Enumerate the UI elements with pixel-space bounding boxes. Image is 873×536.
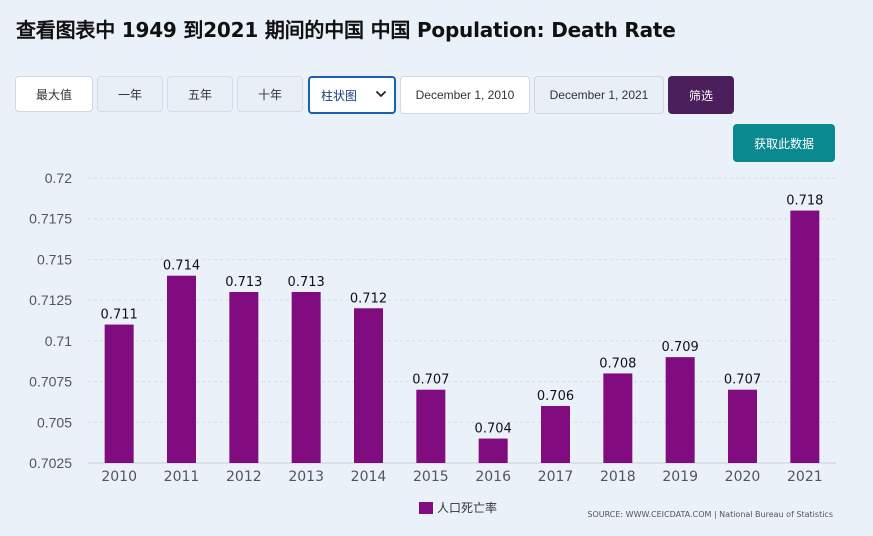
data-label: 0.712 xyxy=(350,291,387,306)
x-tick-label: 2018 xyxy=(600,469,636,485)
x-tick-label: 2019 xyxy=(662,469,698,485)
data-label: 0.706 xyxy=(537,389,574,404)
x-tick-label: 2017 xyxy=(538,469,574,485)
y-tick-label: 0.7125 xyxy=(29,292,72,308)
x-tick-label: 2020 xyxy=(725,469,761,485)
x-tick-label: 2015 xyxy=(413,469,449,485)
legend[interactable]: 人口死亡率 xyxy=(419,499,497,516)
end-date-input[interactable]: December 1, 2021 xyxy=(534,76,664,114)
data-label: 0.704 xyxy=(475,422,512,437)
chevron-down-icon xyxy=(376,91,386,97)
y-tick-label: 0.715 xyxy=(37,251,72,267)
page-title: 查看图表中 1949 到2021 期间的中国 中国 Population: De… xyxy=(16,18,676,42)
y-tick-label: 0.7025 xyxy=(29,455,72,471)
y-tick-label: 0.7175 xyxy=(29,211,72,227)
data-label: 0.708 xyxy=(599,356,636,371)
get-data-button[interactable]: 获取此数据 xyxy=(733,124,835,162)
x-tick-label: 2014 xyxy=(351,469,387,485)
x-tick-label: 2012 xyxy=(226,469,262,485)
x-tick-label: 2016 xyxy=(475,469,511,485)
bar[interactable] xyxy=(291,292,321,463)
x-tick-label: 2013 xyxy=(288,469,324,485)
y-tick-label: 0.705 xyxy=(37,414,72,430)
bar[interactable] xyxy=(541,406,570,463)
data-label: 0.714 xyxy=(163,259,200,274)
bar[interactable] xyxy=(229,292,259,463)
x-tick-label: 2021 xyxy=(787,469,823,485)
range-10y-button[interactable]: 十年 xyxy=(237,76,303,112)
data-label: 0.713 xyxy=(225,275,262,290)
bar[interactable] xyxy=(790,210,820,463)
range-max-button[interactable]: 最大值 xyxy=(15,76,93,112)
y-tick-label: 0.72 xyxy=(45,170,72,186)
chart-type-select[interactable]: 柱状图 xyxy=(308,76,396,114)
bar[interactable] xyxy=(416,389,446,463)
legend-swatch xyxy=(419,501,433,514)
data-label: 0.713 xyxy=(288,275,325,290)
filter-button[interactable]: 筛选 xyxy=(668,76,734,114)
x-tick-label: 2011 xyxy=(164,469,200,485)
data-label: 0.718 xyxy=(786,194,823,209)
bar[interactable] xyxy=(603,373,633,463)
y-tick-label: 0.7075 xyxy=(29,374,72,390)
bar[interactable] xyxy=(167,275,196,463)
bar[interactable] xyxy=(354,308,383,463)
bar[interactable] xyxy=(665,357,695,463)
data-label: 0.707 xyxy=(412,373,449,388)
data-label: 0.707 xyxy=(724,373,761,388)
bar[interactable] xyxy=(728,389,757,463)
data-label: 0.709 xyxy=(662,340,699,355)
y-tick-label: 0.71 xyxy=(45,333,72,349)
range-1y-button[interactable]: 一年 xyxy=(97,76,163,112)
legend-label: 人口死亡率 xyxy=(437,501,498,515)
bar[interactable] xyxy=(478,438,508,463)
chart-type-value: 柱状图 xyxy=(321,88,358,103)
start-date-input[interactable]: December 1, 2010 xyxy=(400,76,530,114)
source-note: SOURCE: WWW.CEICDATA.COM | National Bure… xyxy=(587,510,833,519)
bar[interactable] xyxy=(104,324,134,463)
range-5y-button[interactable]: 五年 xyxy=(167,76,233,112)
data-label: 0.711 xyxy=(101,308,138,323)
x-tick-label: 2010 xyxy=(101,469,137,485)
